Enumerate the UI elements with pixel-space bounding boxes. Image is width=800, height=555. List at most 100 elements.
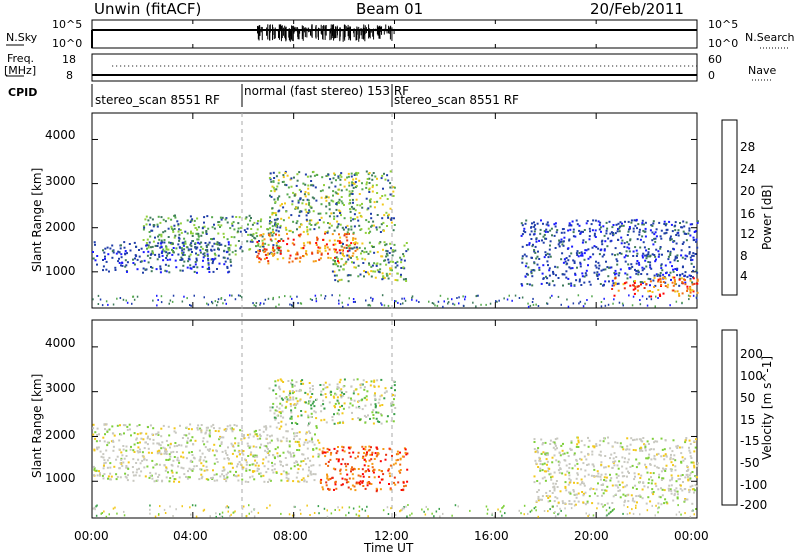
data-cell — [167, 444, 170, 447]
data-cell — [605, 489, 608, 492]
data-cell — [192, 443, 194, 446]
data-cell — [273, 463, 276, 466]
data-cell — [565, 489, 568, 492]
data-cell — [99, 298, 102, 301]
data-cell — [575, 477, 578, 480]
data-cell — [554, 247, 557, 249]
nsky-tick-high: 10^5 — [52, 18, 83, 31]
data-cell — [276, 226, 279, 229]
data-cell — [544, 451, 547, 454]
data-cell — [561, 449, 564, 452]
data-cell — [296, 471, 299, 474]
data-cell — [197, 235, 200, 238]
data-cell — [682, 241, 685, 244]
data-cell — [349, 446, 352, 449]
data-cell — [204, 249, 207, 252]
data-cell — [148, 476, 151, 479]
data-cell — [127, 474, 129, 477]
data-cell — [213, 473, 216, 476]
data-cell — [305, 432, 308, 435]
data-cell — [375, 490, 378, 493]
data-cell — [134, 257, 136, 260]
data-cell — [567, 229, 570, 232]
data-cell — [599, 478, 602, 481]
data-cell — [684, 439, 687, 442]
data-cell — [284, 295, 286, 298]
data-cell — [649, 266, 652, 269]
data-cell — [603, 476, 606, 479]
data-cell — [628, 228, 630, 231]
data-cell — [383, 172, 385, 175]
data-cell — [119, 476, 122, 479]
data-cell — [689, 277, 692, 280]
data-cell — [220, 243, 223, 246]
data-cell — [370, 217, 373, 220]
data-cell — [654, 240, 657, 243]
data-cell — [627, 243, 630, 246]
data-cell — [371, 246, 374, 248]
data-cell — [195, 465, 198, 467]
data-cell — [439, 515, 441, 518]
data-cell — [247, 233, 250, 236]
data-cell — [190, 304, 192, 307]
data-cell — [302, 477, 305, 480]
data-cell — [361, 250, 364, 253]
data-cell — [475, 305, 477, 308]
data-cell — [683, 225, 686, 228]
data-cell — [659, 272, 662, 274]
data-cell — [681, 292, 684, 295]
data-cell — [272, 186, 275, 189]
data-cell — [328, 203, 331, 206]
data-cell — [208, 435, 211, 438]
data-cell — [259, 472, 262, 475]
data-cell — [619, 268, 622, 271]
data-cell — [296, 463, 299, 466]
data-cell — [336, 412, 339, 415]
data-cell — [616, 441, 619, 444]
data-cell — [692, 254, 695, 257]
data-cell — [106, 430, 109, 433]
data-cell — [653, 237, 656, 240]
data-cell — [667, 487, 670, 490]
data-cell — [587, 463, 590, 466]
data-cell — [560, 444, 563, 447]
data-cell — [298, 226, 301, 229]
data-cell — [361, 257, 364, 260]
data-cell — [145, 223, 148, 226]
data-cell — [197, 234, 200, 237]
data-cell — [325, 396, 328, 399]
data-cell — [214, 430, 217, 432]
data-cell — [603, 479, 606, 481]
data-cell — [339, 472, 342, 475]
data-cell — [291, 297, 293, 300]
data-cell — [626, 234, 629, 236]
data-cell — [585, 512, 587, 515]
data-cell — [659, 235, 662, 238]
data-cell — [663, 468, 666, 471]
data-cell — [296, 295, 298, 298]
data-cell — [368, 303, 370, 306]
data-cell — [575, 493, 578, 496]
data-cell — [337, 192, 340, 195]
data-cell — [339, 394, 342, 396]
data-cell — [342, 421, 345, 424]
data-cell — [616, 282, 619, 285]
data-cell — [657, 488, 660, 491]
data-cell — [394, 300, 396, 302]
data-cell — [348, 451, 351, 454]
data-cell — [353, 390, 355, 393]
data-cell — [294, 404, 297, 407]
data-cell — [220, 218, 223, 221]
data-cell — [335, 274, 338, 277]
data-cell — [595, 475, 598, 478]
data-cell — [670, 478, 673, 481]
data-cell — [365, 453, 368, 456]
data-cell — [586, 500, 589, 503]
data-cell — [276, 414, 279, 417]
data-cell — [352, 182, 355, 184]
data-cell — [599, 439, 602, 442]
data-cell — [257, 511, 260, 514]
data-cell — [109, 462, 112, 465]
data-cell — [262, 430, 265, 433]
data-cell — [670, 238, 673, 241]
